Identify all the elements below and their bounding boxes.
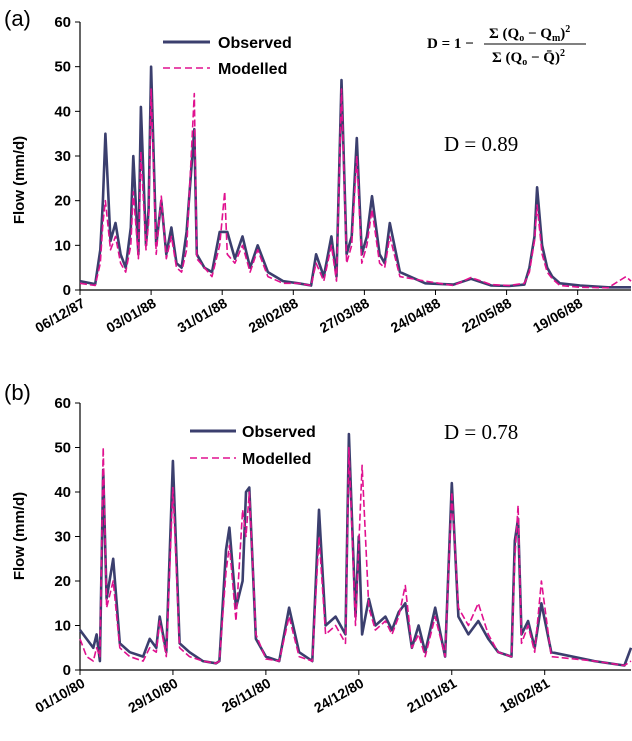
legend-modelled-label: Modelled — [242, 451, 311, 468]
panel-a-y-axis-title: Flow (mm/d) — [11, 136, 28, 224]
panel-a-x-tick-label: 27/03/88 — [317, 295, 372, 336]
panel-b-y-tick-label: 50 — [54, 440, 71, 457]
panel-a-x-tick-label: 22/05/88 — [459, 295, 514, 336]
panel-b: (b) Flow (mm/d) 0 10 20 30 40 50 60 01/10/80 29/… — [4, 380, 632, 716]
panel-b-y-axis-title: Flow (mm/d) — [11, 492, 28, 580]
panel-a-series — [79, 65, 632, 289]
panel-a-y-tick-label: 10 — [54, 237, 71, 254]
panel-a-x-tick-label: 06/12/87 — [32, 295, 87, 336]
legend-observed-label: Observed — [218, 35, 292, 52]
panel-b-legend: Observed Modelled — [190, 424, 316, 468]
panel-a-y-tick-label: 40 — [54, 103, 71, 120]
formula-lhs: D = 1 − — [427, 36, 474, 52]
panel-b-y-tick-label: 0 — [63, 662, 71, 679]
panel-a-x-tick-label: 24/04/88 — [388, 295, 443, 336]
panel-b-y-tick-label: 40 — [54, 484, 71, 501]
legend-modelled-label: Modelled — [218, 61, 287, 78]
panel-a-x-tick-label: 28/02/88 — [246, 295, 301, 336]
efficiency-formula: D = 1 − Σ (Qo − Qm)2 Σ (Qo − Q̄)2 — [427, 24, 586, 68]
panel-a-x-tick-label: 19/06/88 — [530, 295, 585, 336]
panel-b-series-modelled-line — [79, 446, 632, 667]
panel-b-label: (b) — [4, 380, 31, 405]
panel-b-axes: 0 10 20 30 40 50 60 01/10/80 29/10/80 26/11/80 24/… — [32, 395, 631, 716]
panel-a-y-tick-label: 50 — [54, 59, 71, 76]
legend-observed-label: Observed — [242, 424, 316, 441]
panel-a-y-tick-label: 20 — [54, 193, 71, 210]
panel-b-y-tick-label: 10 — [54, 618, 71, 635]
panel-b-x-tick-label: 29/10/80 — [125, 675, 180, 716]
panel-a-y-tick-label: 30 — [54, 148, 71, 165]
panel-a-legend: Observed Modelled — [163, 35, 292, 78]
panel-b-x-tick-label: 21/01/81 — [404, 675, 459, 716]
panel-b-series — [78, 432, 632, 667]
panel-b-x-tick-label: 01/10/80 — [32, 675, 87, 716]
panel-a-x-tick-label: 03/01/88 — [103, 295, 158, 336]
panel-b-y-tick-label: 60 — [54, 395, 71, 412]
panel-b-y-tick-label: 20 — [54, 573, 71, 590]
panel-a-d-annotation: D = 0.89 — [444, 132, 518, 156]
panel-a-y-tick-label: 0 — [63, 282, 71, 299]
panel-a-y-tick-label: 60 — [54, 14, 71, 31]
panel-a-series-modelled-line — [79, 88, 632, 289]
panel-b-x-tick-label: 18/02/81 — [497, 675, 552, 716]
panel-b-x-tick-label: 24/12/80 — [311, 675, 366, 716]
formula-denominator: Σ (Qo − Q̄)2 — [492, 48, 565, 68]
panel-b-x-tick-label: 26/11/80 — [219, 675, 274, 716]
panel-b-y-tick-label: 30 — [54, 529, 71, 546]
panel-a-x-tick-label: 31/01/88 — [174, 295, 229, 336]
panel-b-d-annotation: D = 0.78 — [444, 420, 518, 444]
formula-numerator: Σ (Qo − Qm)2 — [489, 24, 570, 44]
panel-a: (a) Flow (mm/d) 0 10 20 30 40 50 60 06/12/87 03/… — [4, 6, 632, 336]
panel-a-label: (a) — [4, 6, 31, 31]
